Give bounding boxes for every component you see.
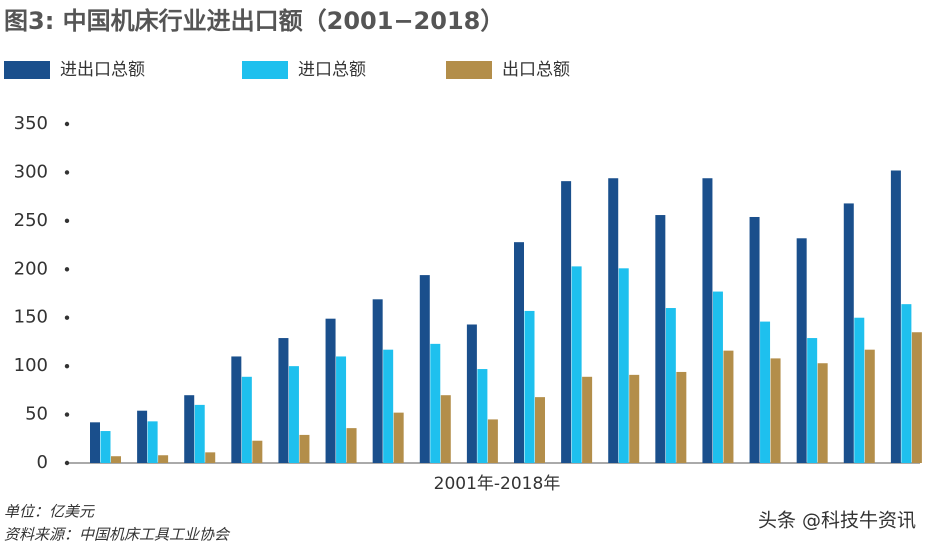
legend-swatch <box>242 61 288 79</box>
bar <box>111 456 121 463</box>
y-tick-mark <box>64 363 70 369</box>
bar <box>561 181 572 463</box>
bar <box>346 428 357 463</box>
bar <box>712 291 723 463</box>
y-tick-label: 250 <box>14 210 48 231</box>
y-tick-label: 150 <box>14 307 48 328</box>
bar <box>336 356 347 463</box>
y-tick-label: 350 <box>14 113 48 134</box>
bar <box>241 376 252 463</box>
bar <box>158 455 169 463</box>
bar <box>618 268 629 463</box>
bar <box>419 275 430 463</box>
legend-label: 进口总额 <box>298 60 366 80</box>
y-tick-mark <box>64 170 70 175</box>
bar <box>487 419 498 463</box>
bar <box>440 395 451 463</box>
bar <box>325 318 336 463</box>
bar <box>514 242 524 463</box>
bar <box>194 404 205 463</box>
bar <box>817 363 828 463</box>
y-tick-label: 50 <box>25 404 48 425</box>
bar <box>608 178 619 464</box>
bar <box>100 431 111 463</box>
bar <box>205 452 216 463</box>
bar <box>571 266 582 463</box>
bar <box>582 376 593 463</box>
unit-note: 单位：亿美元 <box>4 503 95 521</box>
bar <box>393 412 404 463</box>
bar <box>299 434 310 463</box>
y-tick-mark <box>64 460 70 466</box>
watermark: 头条 @科技牛资讯 <box>758 510 916 532</box>
bar <box>524 310 535 463</box>
bar <box>890 170 901 463</box>
bar <box>430 343 441 463</box>
y-tick-mark <box>64 412 70 417</box>
bar <box>901 304 912 463</box>
y-tick-label: 300 <box>14 161 48 182</box>
bar <box>749 216 760 463</box>
bar <box>252 440 263 463</box>
bar <box>911 332 922 463</box>
bar <box>702 178 713 464</box>
y-tick-mark <box>64 267 70 272</box>
bar <box>231 356 242 463</box>
bar <box>676 371 687 463</box>
y-tick-mark <box>64 121 70 127</box>
y-tick-mark <box>64 315 70 320</box>
x-axis-label: 2001年-2018年 <box>434 474 561 494</box>
legend-swatch <box>446 61 492 79</box>
bar <box>90 422 100 463</box>
bar <box>278 338 289 463</box>
bar <box>372 299 383 463</box>
bar <box>535 397 545 463</box>
bar <box>665 308 676 463</box>
y-tick-label: 200 <box>14 258 48 279</box>
bar <box>477 369 488 463</box>
chart-title: 图3: 中国机床行业进出口额（2001−2018） <box>4 7 504 35</box>
y-tick-label: 0 <box>37 452 48 473</box>
bar <box>723 350 734 463</box>
bar <box>383 349 394 463</box>
source-note: 资料来源：中国机床工具工业协会 <box>4 526 231 544</box>
bar <box>843 203 854 463</box>
bar <box>770 358 781 463</box>
bar <box>864 349 875 463</box>
legend-swatch <box>4 61 50 79</box>
bar <box>288 366 299 463</box>
bar <box>184 395 195 463</box>
bar <box>807 338 818 463</box>
bar <box>854 317 865 463</box>
bar <box>147 421 158 463</box>
y-tick-label: 100 <box>14 355 48 376</box>
bar <box>466 324 477 463</box>
bar <box>629 374 640 463</box>
bar <box>796 238 807 463</box>
bar <box>137 410 148 463</box>
bar <box>760 321 771 463</box>
bar <box>655 215 666 463</box>
legend-label: 进出口总额 <box>60 60 145 80</box>
legend-label: 出口总额 <box>502 60 570 80</box>
y-tick-mark <box>64 218 70 224</box>
